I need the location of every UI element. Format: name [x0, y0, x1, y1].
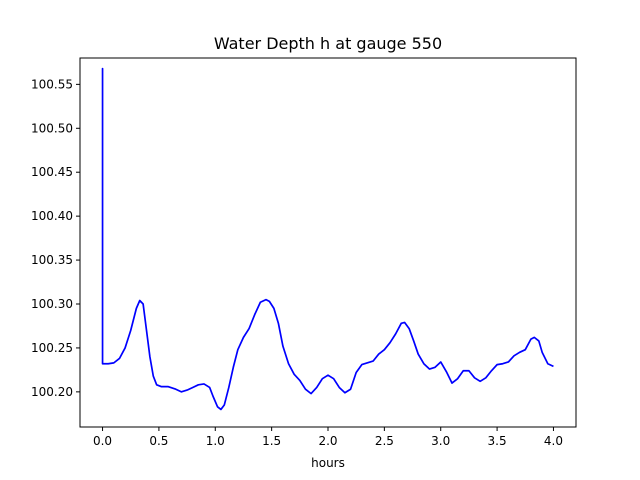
y-tick-label: 100.55 — [31, 77, 73, 91]
y-tick-label: 100.20 — [31, 385, 73, 399]
x-tick-label: 3.5 — [488, 434, 507, 448]
y-tick-label: 100.50 — [31, 121, 73, 135]
x-tick-label: 2.5 — [375, 434, 394, 448]
y-tick-label: 100.25 — [31, 341, 73, 355]
plot-frame — [79, 57, 577, 428]
x-tick-label: 3.0 — [431, 434, 450, 448]
y-tick-label: 100.45 — [31, 165, 73, 179]
y-tick-label: 100.30 — [31, 297, 73, 311]
y-tick-label: 100.40 — [31, 209, 73, 223]
x-axis: 0.0 0.5 1.0 1.5 2.0 2.5 3.0 3.5 4.0 — [93, 427, 563, 448]
x-tick-label: 0.0 — [93, 434, 112, 448]
series-line — [101, 67, 554, 411]
x-tick-label: 1.5 — [262, 434, 281, 448]
x-axis-label: hours — [311, 456, 345, 470]
x-tick-label: 1.0 — [206, 434, 225, 448]
x-tick-label: 4.0 — [544, 434, 563, 448]
x-tick-label: 2.0 — [318, 434, 337, 448]
x-tick-label: 0.5 — [149, 434, 168, 448]
y-axis: 100.20 100.25 100.30 100.35 100.40 100.45 100.… — [31, 77, 80, 399]
y-tick-label: 100.35 — [31, 253, 73, 267]
chart-title: Water Depth h at gauge 550 — [214, 34, 442, 53]
